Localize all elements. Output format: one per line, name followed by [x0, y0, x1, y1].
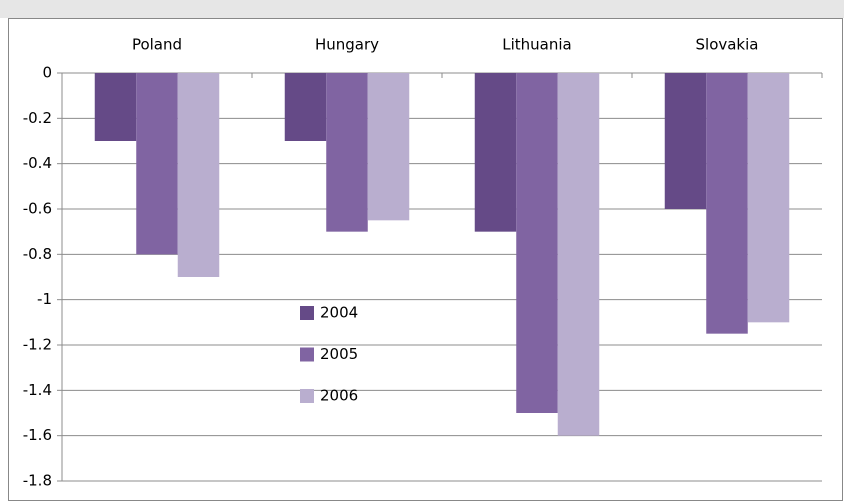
- x-tick-label: Slovakia: [696, 36, 759, 54]
- y-tick-label: -1: [37, 290, 52, 308]
- y-tick-label: -1.2: [23, 336, 52, 354]
- bar: [664, 73, 707, 209]
- title-strip: [0, 0, 844, 18]
- bar: [474, 73, 517, 232]
- bar: [706, 73, 748, 334]
- legend-swatch: [300, 347, 314, 362]
- x-tick-label: Poland: [132, 36, 182, 54]
- bar: [747, 73, 790, 323]
- legend-swatch: [300, 389, 314, 403]
- bar: [557, 73, 600, 436]
- y-tick-label: -1.8: [23, 472, 52, 490]
- bar: [177, 73, 220, 277]
- y-tick-label: -0.8: [23, 245, 52, 263]
- legend-label: 2006: [320, 387, 358, 405]
- y-tick-label: 0: [42, 64, 52, 82]
- x-tick-label: Hungary: [315, 36, 379, 54]
- bar: [326, 73, 368, 232]
- x-tick-label: Lithuania: [502, 36, 571, 54]
- y-tick-label: -1.4: [23, 381, 52, 399]
- bar: [367, 73, 410, 221]
- bar: [136, 73, 178, 255]
- legend-label: 2005: [320, 345, 358, 363]
- legend-swatch: [300, 306, 314, 320]
- legend-label: 2004: [320, 304, 358, 322]
- bar: [94, 73, 137, 141]
- y-tick-label: -1.6: [23, 426, 52, 444]
- bar: [284, 73, 327, 141]
- y-tick-label: -0.4: [23, 154, 52, 172]
- bar: [516, 73, 558, 413]
- y-tick-label: -0.6: [23, 200, 52, 218]
- y-tick-label: -0.2: [23, 109, 52, 127]
